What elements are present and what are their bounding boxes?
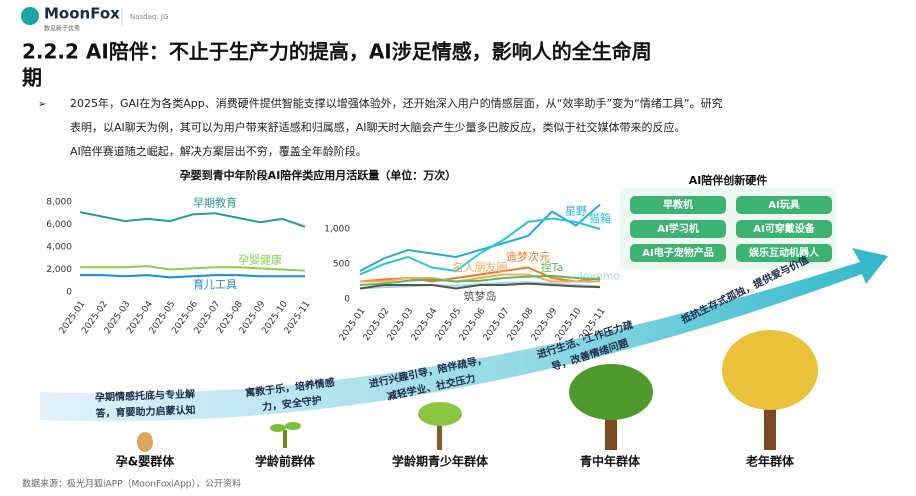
group-label: 学龄前群体 bbox=[255, 454, 316, 469]
series-label: 猫箱 bbox=[589, 211, 611, 225]
y-tick-label: 1,000 bbox=[324, 225, 350, 235]
hardware-title: AI陪伴创新硬件 bbox=[689, 173, 768, 187]
y-tick-label: 0 bbox=[66, 288, 72, 298]
title: 2.2.2 AI陪伴：不止于生产力的提高，AI涉足情感，影响人的全生命周 bbox=[22, 40, 652, 64]
group-label: 学龄期青少年群体 bbox=[392, 454, 489, 469]
y-tick-label: 6,000 bbox=[46, 220, 72, 230]
series-label: 孕婴健康 bbox=[238, 252, 282, 266]
icons bbox=[137, 330, 818, 452]
logo-icon bbox=[21, 7, 39, 25]
y-tick-label: 4,000 bbox=[46, 243, 72, 253]
hardware-label: AI学习机 bbox=[657, 222, 698, 235]
series-label: 造梦次元 bbox=[506, 250, 550, 264]
group-label: 老年群体 bbox=[746, 454, 795, 469]
bullet-text: 2025年，GAI在为各类App、消费硬件提供智能支撑以增强体验外，还开始深入用… bbox=[70, 96, 723, 110]
brand: MoonFox bbox=[44, 5, 120, 23]
series-label: 筑梦岛 bbox=[464, 289, 497, 303]
stage-text: 答，育婴助力启蒙认知 bbox=[94, 403, 195, 420]
hardware-item bbox=[630, 220, 726, 238]
stage-text: 孕期情感托底与专业解 bbox=[95, 387, 195, 403]
hardware-item bbox=[736, 196, 832, 214]
y-tick-label: 500 bbox=[333, 260, 350, 270]
source: 数据来源：极光月狐iAPP（MoonFoxiApp），公开资料 bbox=[22, 478, 241, 490]
line bbox=[359, 203, 601, 272]
life-arrow bbox=[40, 248, 888, 422]
bullet-text: 表明，以AI聊天为例，其可以为用户带来舒适感和归属感，AI聊天时大脑会产生少量多… bbox=[70, 120, 686, 134]
y-tick-label: 8,000 bbox=[46, 198, 72, 208]
line bbox=[80, 274, 305, 279]
group-label: 孕&婴群体 bbox=[116, 454, 175, 469]
series-label: 名人朋友圈 bbox=[453, 260, 508, 274]
line bbox=[80, 265, 306, 272]
title: 期 bbox=[22, 66, 42, 90]
series-label: 星野 bbox=[565, 205, 587, 218]
bullet-text: AI陪伴赛道随之崛起，解决方案层出不穷，覆盖全年龄阶段。 bbox=[70, 144, 367, 158]
hardware-label: AI玩具 bbox=[768, 199, 799, 211]
series-label: 捏Ta bbox=[541, 260, 564, 274]
series-label: 早期教育 bbox=[193, 195, 237, 209]
line bbox=[79, 211, 306, 228]
slogan: 数见新于优秀 bbox=[44, 25, 80, 33]
hardware-label: 早教机 bbox=[663, 198, 693, 211]
line bbox=[359, 282, 601, 290]
group-label: 青中年群体 bbox=[580, 454, 641, 469]
hardware-item bbox=[630, 244, 726, 262]
bullet-mark: ➢ bbox=[38, 99, 46, 110]
series-label: lovemo bbox=[580, 269, 621, 282]
ticker: Nasdaq: JG bbox=[130, 13, 168, 21]
hardware-label: AI可穿戴设备 bbox=[753, 222, 815, 235]
series-label: 育儿工具 bbox=[193, 277, 237, 291]
hardware-item bbox=[736, 220, 832, 238]
hardware-label: AI电子宠物产品 bbox=[642, 246, 713, 259]
line bbox=[360, 273, 600, 283]
hardware-item bbox=[736, 244, 832, 262]
line bbox=[359, 274, 601, 286]
line bbox=[359, 217, 601, 276]
hardware-item bbox=[630, 196, 726, 214]
y-tick-label: 0 bbox=[344, 295, 350, 305]
y-tick-label: 2,000 bbox=[46, 265, 72, 275]
chart-heading: 孕婴到青中年阶段AI陪伴类应用月活跃量（单位：万次） bbox=[180, 168, 457, 182]
hardware-label: 娱乐互动机器人 bbox=[749, 246, 820, 259]
